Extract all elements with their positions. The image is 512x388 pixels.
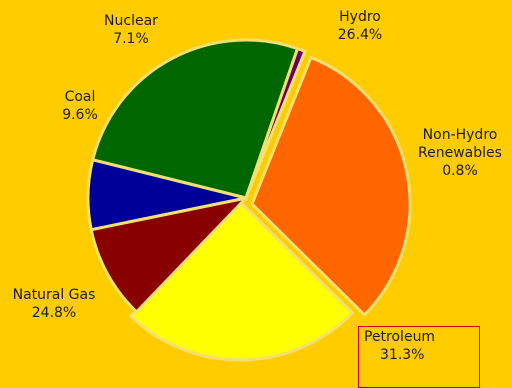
label-nonhydro: Non-Hydro Renewables 0.8% <box>408 126 512 180</box>
pie-slice-coal <box>89 196 248 314</box>
pie-slice-non-hydro-renewables <box>244 47 307 200</box>
label-coal: Coal 9.6% <box>52 88 108 124</box>
label-hydro-pct: 26.4% <box>337 27 383 43</box>
label-hydro-name: Hydro <box>339 9 381 25</box>
pie-slice-hydro <box>91 38 300 200</box>
label-petroleum-pct: 31.3% <box>380 347 425 363</box>
pie-slice-nuclear <box>86 158 248 232</box>
label-natural-gas: Natural Gas 24.8% <box>4 286 104 322</box>
label-nuclear-name: Nuclear <box>104 13 158 29</box>
label-natural-gas-name: Natural Gas <box>12 287 96 303</box>
label-nuclear: Nuclear 7.1% <box>96 12 166 48</box>
label-coal-name: Coal <box>64 89 96 105</box>
label-nonhydro-name2: Renewables <box>418 145 502 161</box>
label-nonhydro-pct: 0.8% <box>442 163 478 179</box>
label-petroleum: Petroleum 31.3% <box>358 328 452 364</box>
label-natural-gas-pct: 24.8% <box>31 305 77 321</box>
pie-slice-natural-gas <box>128 200 354 362</box>
label-petroleum-name: Petroleum <box>364 329 436 345</box>
pie-slice-petroleum <box>250 55 412 317</box>
label-nuclear-pct: 7.1% <box>113 31 149 47</box>
label-nonhydro-name1: Non-Hydro <box>422 127 498 143</box>
label-coal-pct: 9.6% <box>62 107 98 123</box>
label-hydro: Hydro 26.4% <box>320 8 400 44</box>
